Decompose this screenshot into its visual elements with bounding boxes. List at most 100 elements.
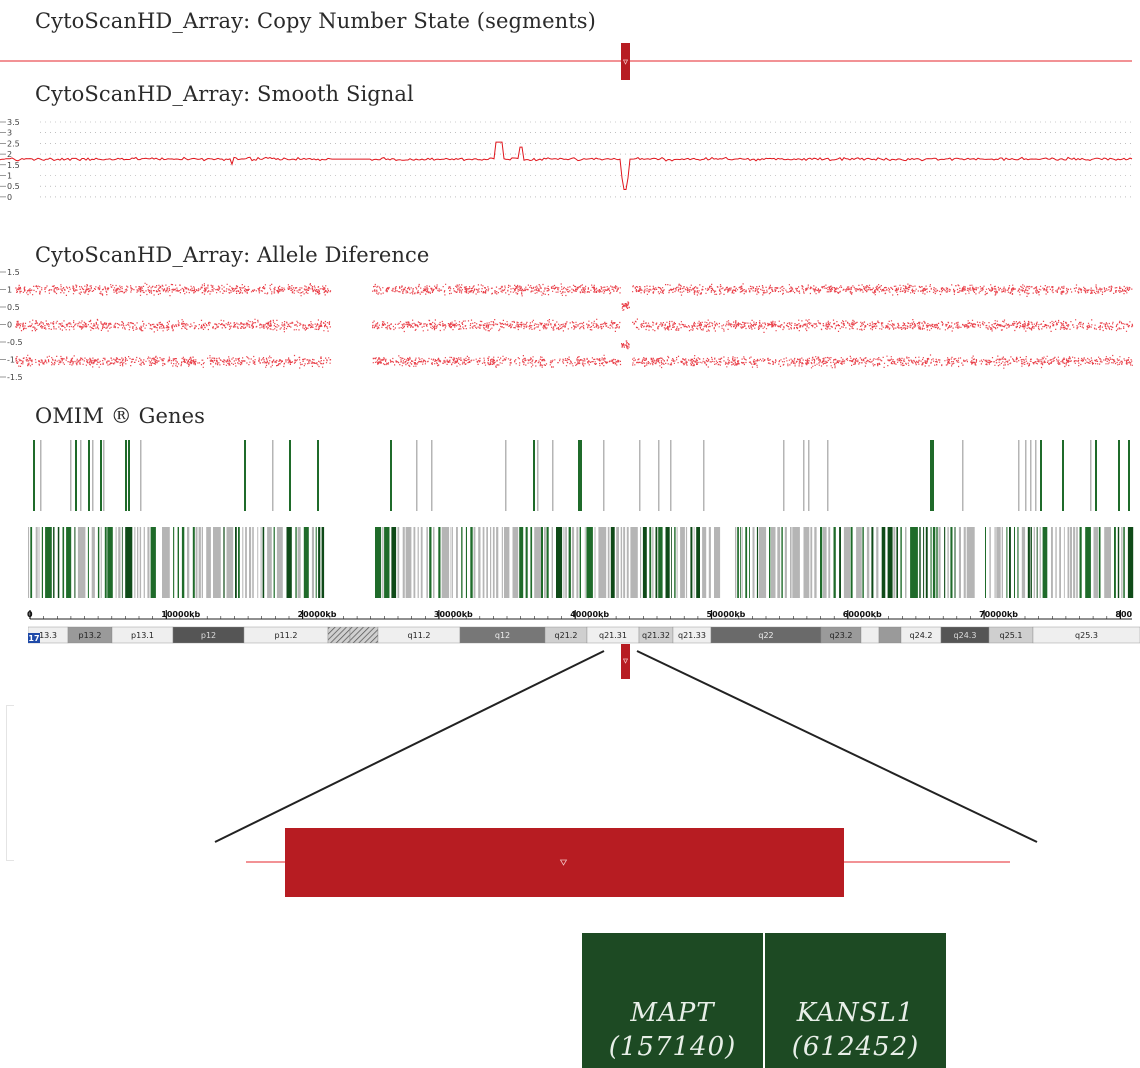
omim-gene-mark[interactable] <box>504 527 510 598</box>
omim-gene-mark[interactable] <box>40 440 42 511</box>
ideogram-region-marker[interactable] <box>621 644 630 679</box>
omim-gene-mark[interactable] <box>1025 440 1027 511</box>
omim-gene-mark[interactable] <box>839 527 841 598</box>
omim-gene-mark[interactable] <box>1035 440 1037 511</box>
omim-gene-mark[interactable] <box>642 527 647 598</box>
omim-gene-mark[interactable] <box>92 440 94 511</box>
omim-gene-mark[interactable] <box>833 527 836 598</box>
omim-gene-mark[interactable] <box>803 527 810 598</box>
omim-gene-mark[interactable] <box>571 527 575 598</box>
omim-gene-mark[interactable] <box>1067 527 1070 598</box>
zoomed-copy-number-segment[interactable] <box>285 828 844 897</box>
omim-gene-mark[interactable] <box>803 440 805 511</box>
omim-gene-mark[interactable] <box>900 527 902 598</box>
omim-gene-mark[interactable] <box>492 527 495 598</box>
omim-gene-mark[interactable] <box>537 440 539 511</box>
omim-gene-mark[interactable] <box>104 527 107 598</box>
omim-gene-mark[interactable] <box>512 527 519 598</box>
omim-gene-mark[interactable] <box>1090 440 1092 511</box>
omim-gene-mark[interactable] <box>53 527 55 598</box>
omim-gene-mark[interactable] <box>128 440 130 511</box>
omim-gene-mark[interactable] <box>963 527 966 598</box>
omim-gene-mark[interactable] <box>1021 527 1026 598</box>
omim-gene-mark[interactable] <box>490 527 492 598</box>
omim-gene-mark[interactable] <box>771 527 776 598</box>
omim-gene-mark[interactable] <box>862 527 864 598</box>
omim-gene-mark[interactable] <box>456 527 458 598</box>
omim-gene-mark[interactable] <box>134 527 136 598</box>
omim-gene-mark[interactable] <box>121 527 123 598</box>
omim-gene-mark[interactable] <box>242 527 244 598</box>
omim-gene-mark[interactable] <box>70 440 72 511</box>
omim-gene-mark[interactable] <box>996 527 1001 598</box>
omim-gene-mark[interactable] <box>756 527 758 598</box>
omim-gene-mark[interactable] <box>505 440 507 511</box>
omim-gene-mark[interactable] <box>125 527 133 598</box>
omim-gene-mark[interactable] <box>576 527 579 598</box>
omim-gene-mark[interactable] <box>303 527 309 598</box>
omim-gene-mark[interactable] <box>944 527 946 598</box>
omim-gene-mark[interactable] <box>147 527 150 598</box>
omim-gene-mark[interactable] <box>578 440 580 511</box>
omim-gene-mark[interactable] <box>958 527 961 598</box>
omim-gene-mark[interactable] <box>198 527 201 598</box>
omim-gene-mark[interactable] <box>391 527 397 598</box>
omim-gene-mark[interactable] <box>781 527 783 598</box>
omim-gene-mark[interactable] <box>262 527 265 598</box>
omim-gene-mark[interactable] <box>35 527 38 598</box>
omim-gene-mark[interactable] <box>438 527 441 598</box>
omim-gene-mark[interactable] <box>685 527 688 598</box>
omim-gene-mark[interactable] <box>1001 527 1003 598</box>
omim-gene-mark[interactable] <box>1051 527 1053 598</box>
omim-gene-mark[interactable] <box>1098 527 1101 598</box>
omim-gene-mark[interactable] <box>938 527 941 598</box>
omim-gene-mark[interactable] <box>1009 527 1011 598</box>
omim-gene-mark[interactable] <box>630 527 638 598</box>
omim-gene-mark[interactable] <box>519 527 524 598</box>
omim-gene-mark[interactable] <box>1069 527 1072 598</box>
omim-gene-mark[interactable] <box>289 440 291 511</box>
omim-gene-mark[interactable] <box>932 440 934 511</box>
omim-gene-mark[interactable] <box>674 527 676 598</box>
omim-gene-mark[interactable] <box>887 527 893 598</box>
omim-gene-mark[interactable] <box>850 527 853 598</box>
omim-gene-mark[interactable] <box>1085 527 1091 598</box>
omim-gene-mark[interactable] <box>740 527 741 598</box>
omim-gene-mark[interactable] <box>470 527 473 598</box>
omim-gene-mark[interactable] <box>594 527 596 598</box>
omim-gene-mark[interactable] <box>125 440 127 511</box>
omim-gene-mark[interactable] <box>1095 440 1097 511</box>
omim-gene-mark[interactable] <box>1104 527 1111 598</box>
omim-gene-mark[interactable] <box>563 527 565 598</box>
ideogram-band[interactable] <box>349 626 379 644</box>
omim-gene-mark[interactable] <box>30 527 33 598</box>
omim-gene-mark[interactable] <box>426 527 428 598</box>
omim-gene-mark[interactable] <box>640 527 642 598</box>
omim-gene-mark[interactable] <box>496 527 499 598</box>
omim-gene-mark[interactable] <box>919 527 921 598</box>
gene-cell-kansl1[interactable]: KANSL1 (612452) <box>763 933 946 1068</box>
omim-gene-mark[interactable] <box>192 527 195 598</box>
omim-gene-mark[interactable] <box>871 527 874 598</box>
omim-gene-mark[interactable] <box>66 527 72 598</box>
omim-gene-mark[interactable] <box>143 527 145 598</box>
omim-gene-mark[interactable] <box>741 527 743 598</box>
omim-gene-mark[interactable] <box>260 527 262 598</box>
omim-gene-mark[interactable] <box>966 527 975 598</box>
omim-gene-mark[interactable] <box>533 440 535 511</box>
omim-gene-mark[interactable] <box>177 527 179 598</box>
omim-gene-mark[interactable] <box>525 527 528 598</box>
omim-gene-mark[interactable] <box>405 527 412 598</box>
omim-gene-mark[interactable] <box>33 440 35 511</box>
omim-gene-mark[interactable] <box>1030 527 1032 598</box>
omim-gene-mark[interactable] <box>652 527 654 598</box>
omim-gene-mark[interactable] <box>245 527 247 598</box>
omim-gene-mark[interactable] <box>947 527 949 598</box>
omim-gene-mark[interactable] <box>206 527 211 598</box>
omim-gene-mark[interactable] <box>777 527 781 598</box>
ideogram-band[interactable] <box>1032 626 1140 644</box>
omim-gene-mark[interactable] <box>1123 527 1125 598</box>
omim-gene-mark[interactable] <box>930 440 932 511</box>
omim-gene-mark[interactable] <box>223 527 225 598</box>
omim-gene-mark[interactable] <box>273 527 275 598</box>
